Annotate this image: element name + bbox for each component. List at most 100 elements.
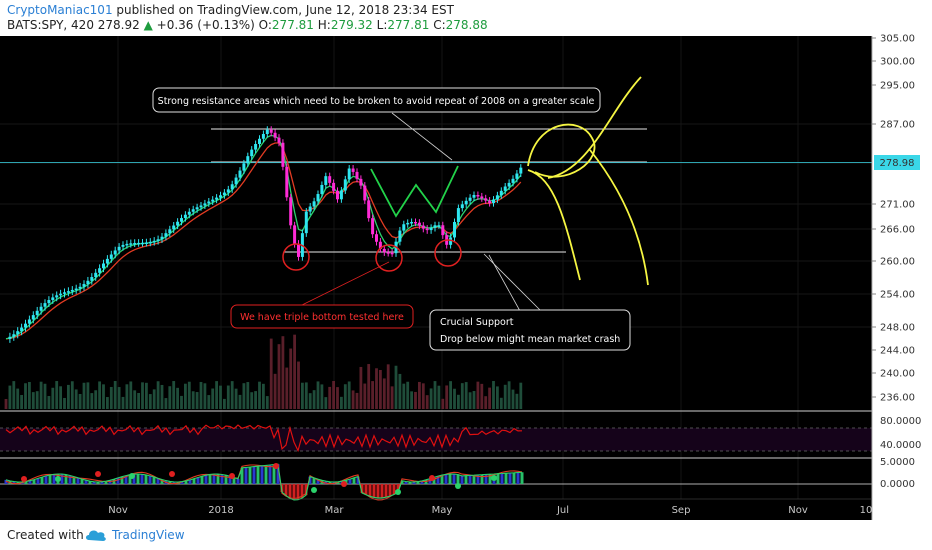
candle-body: [215, 197, 219, 200]
candle-body: [347, 168, 351, 180]
yellow-projection-1: [527, 123, 596, 281]
candle-body: [468, 197, 472, 201]
created-with-label: Created with: [7, 528, 84, 542]
candle-body: [199, 205, 203, 208]
last-price: 278.92: [97, 18, 140, 32]
volume-bar: [219, 385, 222, 409]
volume-bar: [223, 398, 226, 409]
time-axis[interactable]: Nov 2018 Mar May Jul Sep Nov 10: [0, 498, 872, 516]
candle-body: [168, 229, 172, 234]
volume-bar: [285, 367, 289, 409]
low-label: L:: [376, 18, 388, 32]
tradingview-brand-link[interactable]: TradingView: [112, 528, 185, 542]
candle-body: [328, 176, 332, 183]
candle-body: [456, 208, 460, 222]
volume-bar: [234, 388, 238, 409]
rsi-pane: [0, 410, 872, 453]
candle-body: [203, 203, 207, 206]
candle-body: [246, 156, 250, 164]
candle-body: [20, 327, 24, 332]
candle-body: [180, 218, 183, 222]
publish-line: CryptoManiac101 published on TradingView…: [7, 3, 454, 17]
volume-bar: [472, 391, 476, 409]
candle-body: [297, 243, 300, 257]
macd-bar: [108, 480, 112, 484]
symbol-label[interactable]: BATS:SPY, 420: [7, 18, 94, 32]
candle-body: [148, 241, 152, 244]
author-link[interactable]: CryptoManiac101: [7, 3, 113, 17]
volume-bar: [421, 383, 425, 409]
macd-bar: [72, 476, 76, 484]
volume-bar: [195, 392, 199, 409]
volume-bar: [312, 390, 316, 409]
candle-body: [8, 336, 12, 339]
candle-body: [211, 199, 215, 202]
volume-bar: [172, 381, 176, 409]
macd-bar: [132, 474, 136, 484]
macd-bar: [200, 476, 204, 484]
macd-bar: [180, 481, 184, 484]
candle-body: [254, 143, 258, 150]
macd-bar: [16, 481, 20, 484]
volume-bar: [129, 381, 133, 409]
macd-bar: [184, 480, 188, 484]
high-value: 279.32: [330, 18, 373, 32]
bottom-circle-2: [375, 244, 403, 272]
volume-bar: [476, 381, 480, 409]
tradingview-cloud-icon: [86, 530, 106, 541]
macd-bar: [252, 466, 256, 484]
volume-bar: [211, 388, 215, 409]
volume-bar: [406, 381, 410, 409]
volume-bar: [281, 336, 285, 409]
candle-body: [109, 254, 113, 259]
chart-header: CryptoManiac101 published on TradingView…: [0, 0, 932, 36]
macd-bar: [496, 473, 500, 484]
macd-bar: [348, 479, 352, 484]
candle-body: [293, 225, 297, 244]
macd-bar: [376, 484, 380, 498]
volume-bar: [43, 383, 47, 409]
volume-bar: [488, 387, 491, 409]
price-tick-label: 254.00: [880, 290, 915, 301]
volume-bar: [28, 382, 31, 409]
macd-bar: [504, 473, 508, 484]
time-tick-label: Nov: [108, 505, 128, 516]
macd-bar: [140, 474, 144, 484]
candle-body: [285, 166, 289, 198]
volume-bar: [402, 383, 406, 409]
triple-bottom-callout[interactable]: We have triple bottom tested here: [230, 304, 414, 329]
close-label: C:: [433, 18, 446, 32]
candle-body: [63, 292, 66, 294]
macd-bar: [472, 475, 476, 484]
volume-bar: [12, 381, 16, 409]
volume-bar: [246, 382, 250, 409]
candle-body: [484, 198, 488, 201]
macd-bar: [228, 476, 232, 484]
volume-bar: [109, 386, 113, 409]
macd-bar: [512, 472, 516, 484]
macd-bar: [276, 464, 280, 484]
time-tick-label: Mar: [325, 505, 345, 516]
macd-bar: [212, 474, 216, 484]
candle-body: [144, 242, 148, 245]
volume-bar: [156, 381, 160, 409]
price-scale[interactable]: 305.00 300.00 295.00 287.00 271.00 266.00 260.…: [871, 34, 932, 521]
candle-body: [125, 243, 129, 246]
chart-canvas[interactable]: Strong resistance areas which need to be…: [0, 0, 932, 520]
volume-bar: [324, 397, 328, 409]
support-callout[interactable]: Crucial Support Drop below might mean ma…: [429, 309, 631, 351]
volume-bar: [414, 391, 417, 409]
price-tick-label: 287.00: [880, 120, 915, 131]
macd-bar: [296, 484, 300, 500]
macd-histogram: [4, 464, 524, 500]
volume-bar: [8, 385, 12, 409]
volume-bar: [51, 387, 55, 409]
macd-bar: [452, 474, 456, 484]
macd-bar: [520, 472, 524, 484]
volume-bar: [121, 396, 125, 409]
macd-bar: [380, 484, 384, 498]
volume-bar: [499, 397, 503, 409]
candle-body: [386, 252, 390, 254]
candle-body: [47, 300, 51, 304]
resistance-callout[interactable]: Strong resistance areas which need to be…: [152, 87, 601, 113]
